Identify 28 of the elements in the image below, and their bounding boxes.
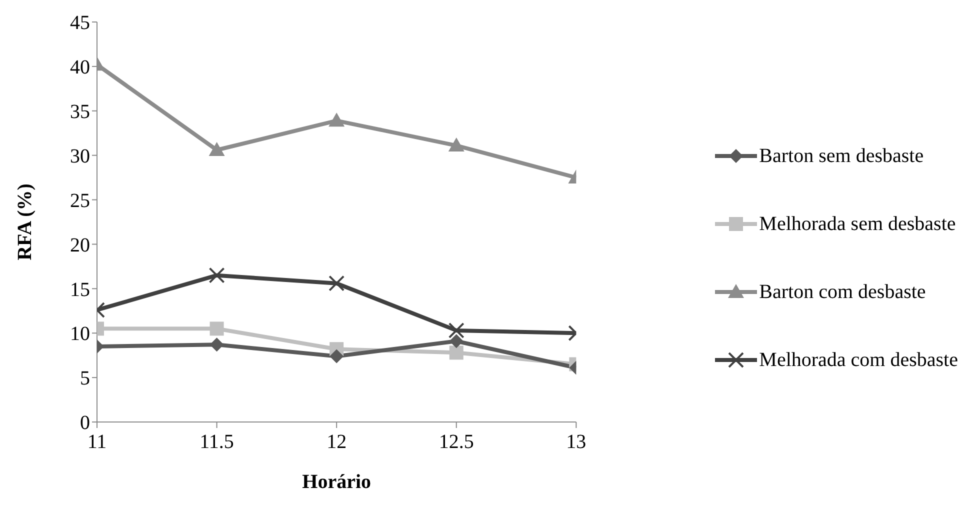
- legend-label: Melhorada sem desbaste: [759, 212, 956, 236]
- legend-label: Barton sem desbaste: [759, 144, 924, 168]
- x-tick-label: 11.5: [200, 431, 234, 454]
- x-tick-label: 12: [326, 431, 347, 454]
- point: [328, 112, 345, 127]
- legend-label: Barton com desbaste: [759, 280, 926, 304]
- y-tick-label: 35: [70, 100, 90, 123]
- y-tick-label: 30: [70, 145, 90, 168]
- y-tick-label: 5: [80, 368, 90, 390]
- point: [449, 346, 464, 360]
- point: [448, 322, 464, 338]
- x-tick-label: 12.5: [438, 431, 474, 454]
- y-axis-title: RFA (%): [14, 184, 36, 260]
- y-tick-label: 25: [70, 190, 90, 212]
- x-tick-label: 13: [566, 431, 586, 454]
- point: [448, 138, 464, 152]
- point: [328, 275, 345, 292]
- x-axis-title: Horário: [302, 471, 372, 493]
- y-tick-label: 20: [70, 234, 90, 256]
- x-tick-label: 11: [87, 431, 107, 454]
- point: [449, 334, 464, 348]
- y-tick-label: 0: [80, 412, 90, 434]
- point: [330, 349, 344, 364]
- y-tick-label: 15: [70, 278, 90, 301]
- y-tick-label: 40: [70, 56, 90, 79]
- y-tick-label: 10: [70, 323, 90, 346]
- legend-label: Melhorada com desbaste: [759, 348, 958, 372]
- y-tick-label: 45: [70, 12, 90, 34]
